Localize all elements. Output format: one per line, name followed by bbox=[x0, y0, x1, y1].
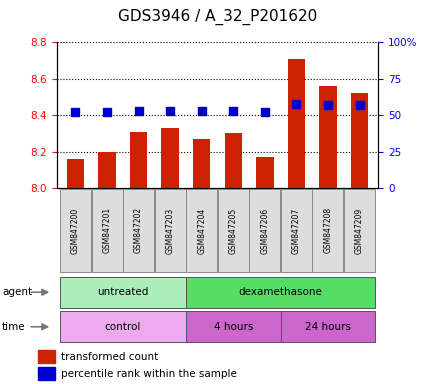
Point bbox=[261, 109, 268, 115]
Point bbox=[103, 109, 110, 115]
Point bbox=[324, 102, 331, 108]
Bar bbox=[60, 189, 91, 272]
Bar bbox=[224, 134, 241, 188]
Text: GSM847201: GSM847201 bbox=[102, 207, 111, 253]
Point bbox=[166, 108, 173, 114]
Text: GSM847208: GSM847208 bbox=[323, 207, 332, 253]
Bar bbox=[256, 157, 273, 188]
Bar bbox=[217, 189, 248, 272]
Text: GSM847202: GSM847202 bbox=[134, 207, 143, 253]
Bar bbox=[161, 128, 178, 188]
Bar bbox=[280, 189, 311, 272]
Bar bbox=[123, 189, 154, 272]
Bar bbox=[185, 311, 280, 342]
Bar bbox=[193, 139, 210, 188]
Bar bbox=[185, 277, 375, 308]
Text: dexamethasone: dexamethasone bbox=[238, 287, 322, 297]
Text: GSM847206: GSM847206 bbox=[260, 207, 269, 253]
Point bbox=[72, 109, 79, 115]
Bar bbox=[155, 189, 185, 272]
Text: GSM847203: GSM847203 bbox=[165, 207, 174, 253]
Point bbox=[292, 101, 299, 107]
Text: 4 hours: 4 hours bbox=[213, 322, 253, 332]
Text: GDS3946 / A_32_P201620: GDS3946 / A_32_P201620 bbox=[118, 9, 316, 25]
Bar bbox=[287, 59, 304, 188]
Text: GSM847209: GSM847209 bbox=[354, 207, 363, 253]
Bar bbox=[98, 152, 115, 188]
Text: percentile rank within the sample: percentile rank within the sample bbox=[61, 369, 236, 379]
Bar bbox=[67, 159, 84, 188]
Bar bbox=[350, 93, 367, 188]
Point bbox=[229, 108, 236, 114]
Point bbox=[198, 108, 205, 114]
Text: GSM847200: GSM847200 bbox=[71, 207, 80, 253]
Text: GSM847204: GSM847204 bbox=[197, 207, 206, 253]
Bar bbox=[312, 189, 342, 272]
Bar bbox=[186, 189, 217, 272]
Bar bbox=[59, 277, 185, 308]
Bar bbox=[343, 189, 374, 272]
Point bbox=[355, 102, 362, 108]
Bar bbox=[130, 132, 147, 188]
Text: untreated: untreated bbox=[97, 287, 148, 297]
Bar bbox=[39, 367, 55, 380]
Text: 24 hours: 24 hours bbox=[304, 322, 350, 332]
Text: GSM847205: GSM847205 bbox=[228, 207, 237, 253]
Text: time: time bbox=[2, 322, 26, 332]
Text: transformed count: transformed count bbox=[61, 351, 158, 361]
Bar bbox=[319, 86, 336, 188]
Bar bbox=[249, 189, 279, 272]
Text: agent: agent bbox=[2, 287, 32, 297]
Bar bbox=[59, 311, 185, 342]
Bar bbox=[280, 311, 375, 342]
Text: GSM847207: GSM847207 bbox=[291, 207, 300, 253]
Bar bbox=[92, 189, 122, 272]
Text: control: control bbox=[105, 322, 141, 332]
Point bbox=[135, 108, 142, 114]
Bar bbox=[39, 350, 55, 363]
